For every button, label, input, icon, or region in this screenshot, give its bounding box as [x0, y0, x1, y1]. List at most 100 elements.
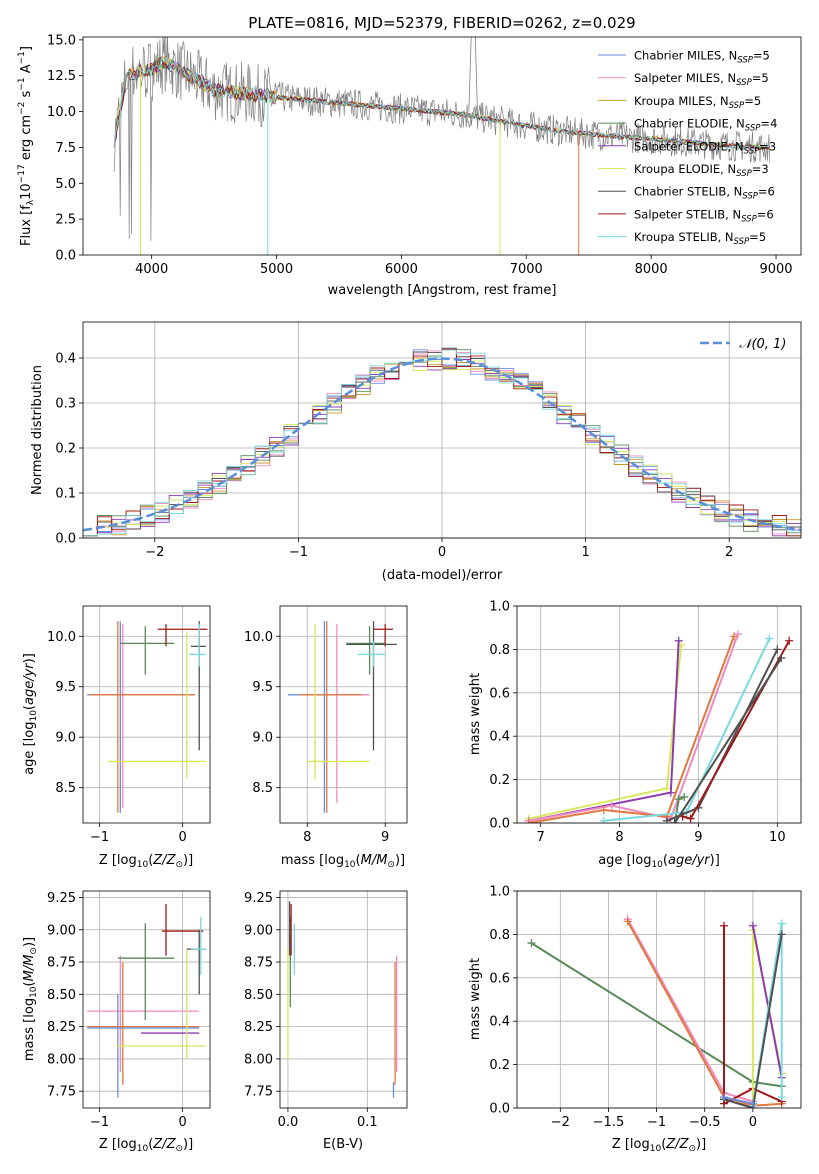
legend-count: 5 — [754, 94, 761, 108]
legend-series-name: Chabrier ELODIE — [634, 117, 729, 131]
y-tick-label: 0.2 — [55, 442, 76, 457]
legend-series-name: Kroupa ELODIE — [634, 162, 720, 176]
plot-area — [83, 347, 801, 537]
weight-line — [528, 645, 683, 820]
legend-series-name: Salpeter STELIB — [634, 207, 725, 221]
y-tick-label: 0.4 — [489, 730, 510, 745]
legend-series-name: Chabrier MILES — [634, 49, 721, 63]
x-tick-label: 0 — [749, 1115, 757, 1130]
weight-line — [751, 925, 783, 1078]
x-tick-label: 0.0 — [278, 1115, 299, 1130]
y-tick-label: 0.0 — [55, 532, 76, 547]
plot-area — [87, 903, 206, 1098]
y-tick-label: 9.00 — [47, 923, 76, 938]
legend-count: 3 — [761, 162, 768, 176]
y-tick-label: 8.00 — [47, 1052, 76, 1067]
legend-count: 5 — [759, 230, 766, 244]
weight-marker — [524, 819, 533, 823]
y-tick-label: 1.0 — [489, 885, 510, 900]
weight-marker — [662, 816, 671, 823]
y-tick-label: 8.75 — [47, 956, 76, 971]
legend-count: 5 — [763, 49, 770, 63]
legend-label: Chabrier ELODIE, NSSP=4 — [634, 117, 777, 134]
y-axis-label: mass weight — [468, 673, 483, 755]
weight-marker — [719, 921, 728, 930]
y-axis-label: Normed distribution — [30, 365, 45, 495]
y-tick-label: 8.25 — [47, 1020, 76, 1035]
weight-marker — [773, 645, 782, 654]
axes-frame — [516, 605, 802, 824]
legend-series-name: Salpeter ELODIE — [634, 139, 728, 153]
x-tick-label: 8 — [615, 830, 623, 845]
weight-marker — [599, 805, 608, 814]
plot-area — [287, 901, 398, 1098]
weight-line — [626, 918, 754, 1103]
weight-marker — [777, 930, 786, 939]
x-tick-label: 6000 — [385, 262, 418, 277]
weight-marker — [777, 1093, 786, 1102]
x-axis-label: Z [log10(Z/Z⊙)] — [99, 853, 193, 870]
legend-normal-label: 𝒩(0, 1) — [739, 337, 786, 352]
weight-marker — [777, 654, 786, 663]
weight-marker — [670, 819, 679, 823]
legend-count: 3 — [769, 139, 776, 153]
legend-label: Chabrier MILES, NSSP=5 — [634, 49, 770, 66]
y-tick-label: 0.8 — [489, 643, 510, 658]
y-tick-label: 9.5 — [252, 680, 273, 695]
y-tick-label: 9.0 — [55, 731, 76, 746]
x-tick-label: −2 — [551, 1115, 570, 1130]
y-tick-label: 0.0 — [489, 1102, 510, 1117]
x-tick-label: 0 — [178, 1115, 186, 1130]
plot-area — [524, 630, 794, 823]
axes-frame — [82, 605, 211, 824]
weight-marker — [748, 921, 757, 930]
weight-line — [528, 640, 680, 822]
panel-6 — [280, 891, 407, 1108]
x-tick-label: 9 — [694, 830, 702, 845]
x-tick-label: 0.1 — [357, 1115, 378, 1130]
y-tick-label: 0.2 — [489, 1058, 510, 1073]
y-tick-label: 9.5 — [55, 680, 76, 695]
x-tick-label: 5000 — [260, 262, 293, 277]
histogram-kroupa-stelib — [83, 349, 801, 537]
y-tick-label: 0.8 — [489, 928, 510, 943]
y-tick-label: 7.75 — [47, 1085, 76, 1100]
legend-series-name: Chabrier STELIB — [634, 185, 726, 199]
x-axis-label: age [log10(age/yr)] — [598, 853, 720, 870]
y-tick-label: 5.0 — [55, 177, 76, 192]
x-tick-label: 9 — [381, 830, 389, 845]
y-tick-label: 0.0 — [489, 817, 510, 832]
weight-marker — [674, 795, 683, 804]
x-tick-label: 4000 — [135, 262, 168, 277]
panel-5 — [83, 891, 210, 1108]
y-tick-label: 10.0 — [47, 105, 76, 120]
y-tick-label: 2.5 — [55, 213, 76, 228]
plot-area — [527, 915, 786, 1108]
y-tick-label: 0.4 — [55, 352, 76, 367]
legend-label: Kroupa MILES, NSSP=5 — [634, 94, 761, 111]
weight-marker — [729, 632, 738, 641]
x-tick-label: 9000 — [759, 262, 792, 277]
normal-curve — [83, 357, 801, 532]
y-axis-label: age [log10(age/yr)] — [22, 653, 39, 775]
weight-marker — [680, 792, 689, 801]
y-tick-label: 0.3 — [55, 397, 76, 412]
y-tick-label: 15.0 — [47, 33, 76, 48]
y-tick-label: 0.2 — [489, 773, 510, 788]
y-tick-label: 9.25 — [244, 891, 273, 906]
x-tick-label: −1 — [289, 545, 308, 560]
weight-line — [603, 638, 771, 822]
y-tick-label: 12.5 — [47, 69, 76, 84]
x-axis-label: wavelength [Angstrom, rest frame] — [328, 283, 557, 298]
x-tick-label: −0.5 — [689, 1115, 721, 1130]
x-tick-label: −2 — [145, 545, 164, 560]
weight-marker — [527, 939, 536, 948]
weight-line — [723, 934, 783, 1108]
x-tick-label: 10 — [769, 830, 786, 845]
legend-series-name: Salpeter MILES — [634, 71, 720, 85]
y-tick-label: 8.5 — [252, 781, 273, 796]
weight-line — [723, 1096, 754, 1105]
plot-area — [87, 621, 208, 813]
weight-line — [528, 633, 739, 822]
model-salpeter-stelib — [113, 56, 771, 151]
